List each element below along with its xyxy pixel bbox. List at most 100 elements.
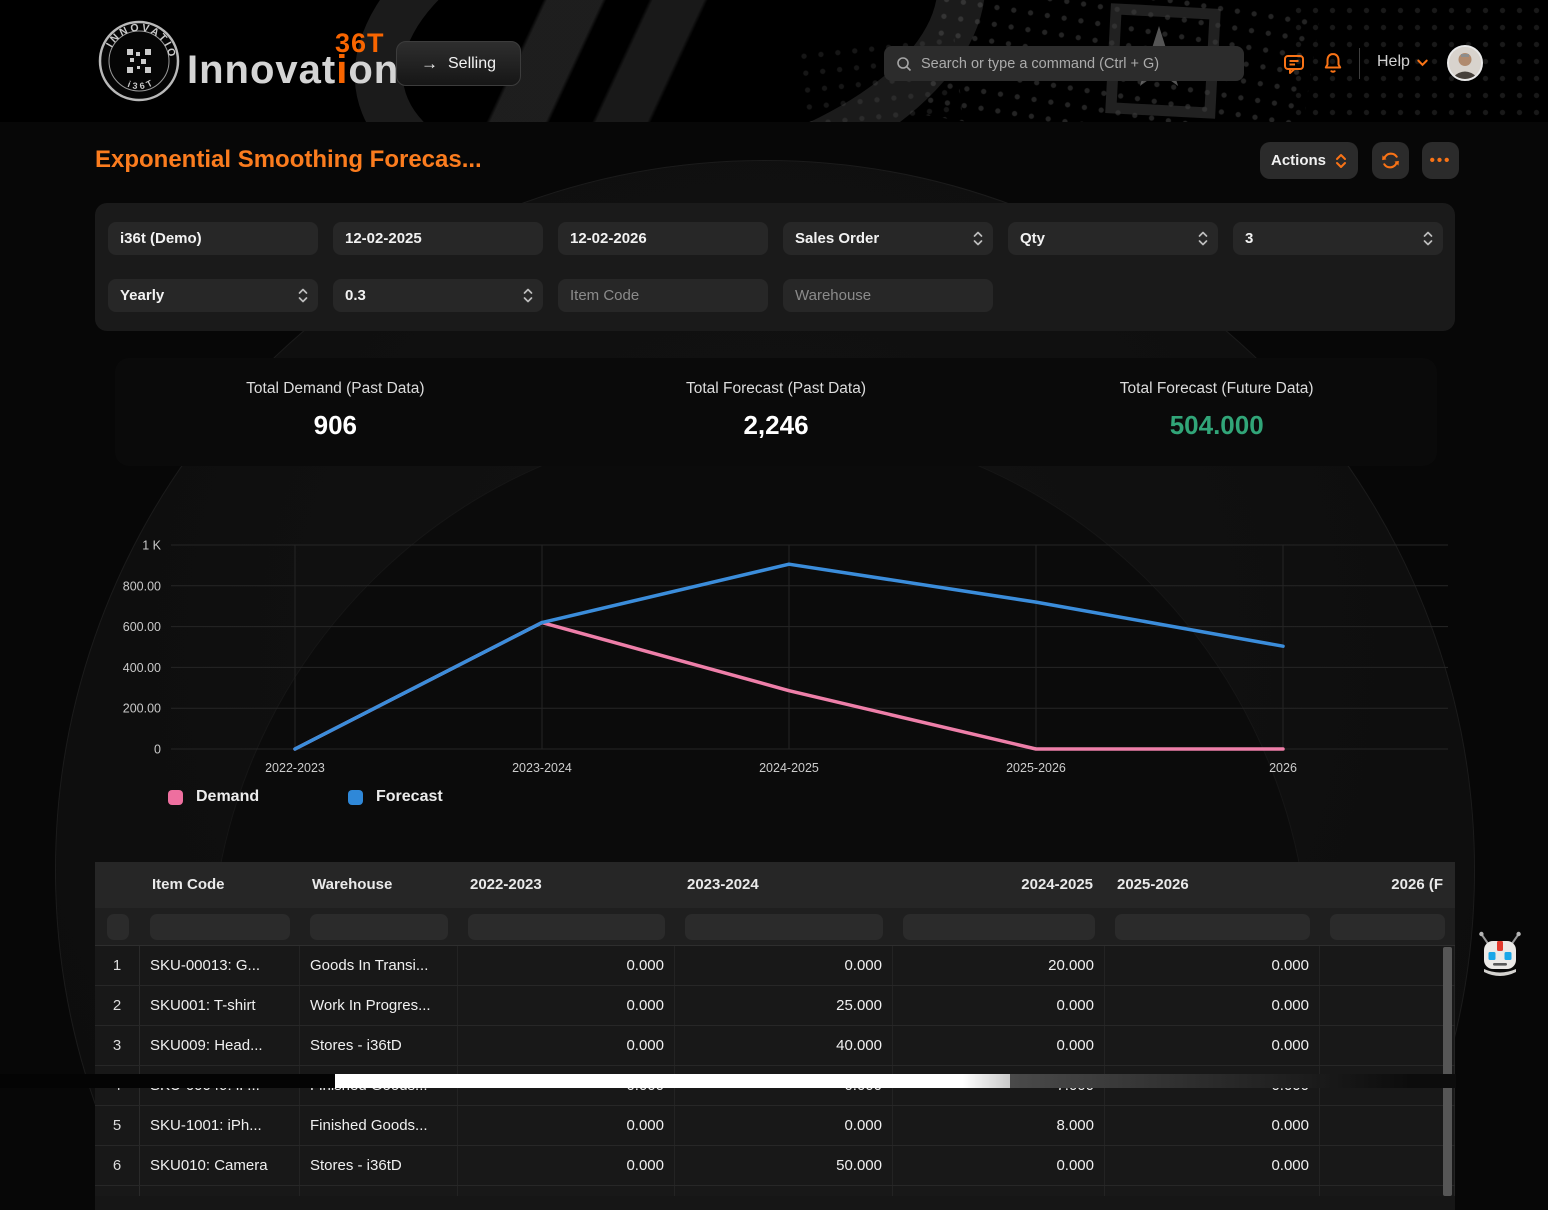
column-filter-input[interactable] [1115, 914, 1310, 940]
select-chevrons-icon [1198, 231, 1208, 246]
select-chevrons-icon [523, 288, 533, 303]
user-avatar[interactable] [1447, 45, 1483, 81]
actions-label: Actions [1270, 152, 1326, 169]
row-index[interactable]: 6 [95, 1146, 140, 1185]
value-cell: 0.000 [458, 986, 675, 1025]
column-header-2025-2026[interactable]: 2025-2026 [1117, 876, 1189, 893]
column-filter-input[interactable] [1330, 914, 1445, 940]
row-index[interactable]: 2 [95, 986, 140, 1025]
warehouse-cell[interactable]: Finished Goods... [300, 1106, 458, 1145]
warehouse-cell[interactable]: Work In Progres... [300, 986, 458, 1025]
chatbot-robot-icon[interactable] [1476, 928, 1524, 986]
header-divider [1359, 48, 1360, 79]
select-all-checkbox[interactable] [107, 914, 129, 940]
column-header-warehouse[interactable]: Warehouse [312, 876, 393, 893]
horizontal-scrollbar-track-left [0, 1074, 335, 1088]
warehouse-cell[interactable]: Stores - i36tD [300, 1146, 458, 1185]
legend-item-forecast[interactable]: Forecast [348, 788, 528, 806]
notifications-bell-icon[interactable] [1321, 51, 1345, 75]
item-code-cell[interactable]: SKU007: Televi... [140, 1186, 300, 1196]
value-cell: 0.000 [1105, 1186, 1320, 1196]
to-date-filter-input[interactable]: 12-02-2026 [558, 222, 768, 255]
x-axis-tick-label: 2023-2024 [512, 761, 572, 775]
row-index[interactable]: 5 [95, 1106, 140, 1145]
legend-label: Demand [196, 788, 260, 805]
from-date-filter-input[interactable]: 12-02-2025 [333, 222, 543, 255]
item-code-cell[interactable]: SKU-1001: iPh... [140, 1106, 300, 1145]
warehouse-cell[interactable]: Stores - i36tD [300, 1026, 458, 1065]
value-cell: 50.000 [675, 1146, 893, 1185]
smoothing-constant-select[interactable]: 0.3 [333, 279, 543, 312]
column-header-item-code[interactable]: Item Code [152, 876, 225, 893]
column-filter-input[interactable] [685, 914, 883, 940]
warehouse-placeholder: Warehouse [795, 287, 872, 304]
frequency-select[interactable]: Yearly [108, 279, 318, 312]
actions-button[interactable]: Actions [1260, 142, 1358, 179]
item-code-cell[interactable]: SKU-00013: G... [140, 946, 300, 985]
ellipsis-icon: ••• [1429, 152, 1452, 169]
y-axis-tick-label: 200.00 [123, 702, 161, 716]
filter-cell [675, 908, 893, 945]
selling-nav-button[interactable]: → Selling [396, 41, 522, 86]
row-index[interactable]: 1 [95, 946, 140, 985]
series-line-forecast [293, 562, 1285, 751]
value-cell: 0.000 [893, 986, 1105, 1025]
column-header-2023-2024[interactable]: 2023-2024 [687, 876, 759, 893]
brand-wordmark[interactable]: Innovation 36T [187, 28, 399, 93]
refresh-button[interactable] [1372, 142, 1409, 179]
item-code-cell[interactable]: SKU001: T-shirt [140, 986, 300, 1025]
column-filter-input[interactable] [903, 914, 1095, 940]
more-options-button[interactable]: ••• [1422, 142, 1459, 179]
value-cell: 0.000 [1105, 946, 1320, 985]
value-cell [1320, 1146, 1455, 1185]
value-cell: 0.000 [458, 1186, 675, 1196]
company-filter-input[interactable]: i36t (Demo) [108, 222, 318, 255]
filter-cell [1320, 908, 1455, 945]
top-navbar: INNOVATION i36T Innovation 36T → Selling [0, 0, 1548, 122]
value-cell [1320, 1186, 1455, 1196]
filter-cell [1105, 908, 1320, 945]
warehouse-cell[interactable]: Stores - i36tD [300, 1186, 458, 1196]
legend-label: Forecast [376, 788, 443, 805]
brand-accent-i: i [336, 48, 349, 92]
item-code-cell[interactable]: SKU009: Head... [140, 1026, 300, 1065]
warehouse-filter-input[interactable]: Warehouse [783, 279, 993, 312]
row-index[interactable]: 7 [95, 1186, 140, 1196]
y-axis-tick-label: 400.00 [123, 661, 161, 675]
column-filter-input[interactable] [310, 914, 448, 940]
page-title: Exponential Smoothing Forecas... [95, 146, 482, 173]
table-vertical-scrollbar[interactable] [1443, 947, 1452, 1196]
based-on-select[interactable]: Sales Order [783, 222, 993, 255]
global-search-input[interactable]: Search or type a command (Ctrl + G) [884, 46, 1244, 81]
legend-item-demand[interactable]: Demand [168, 788, 348, 806]
y-axis-tick-label: 1 K [142, 539, 161, 553]
column-filter-input[interactable] [150, 914, 290, 940]
filter-cell [893, 908, 1105, 945]
filters-panel: i36t (Demo) 12-02-2025 12-02-2026 Sales … [95, 203, 1455, 331]
help-menu[interactable]: Help [1377, 53, 1429, 71]
horizontal-scrollbar [0, 1074, 1548, 1088]
totals-summary-card: Total Demand (Past Data) 906 Total Forec… [115, 358, 1437, 466]
value-cell [1320, 986, 1455, 1025]
item-code-cell[interactable]: SKU010: Camera [140, 1146, 300, 1185]
stat-label: Total Demand (Past Data) [246, 380, 425, 397]
field-select[interactable]: Qty [1008, 222, 1218, 255]
horizontal-scrollbar-thumb[interactable] [335, 1074, 1010, 1088]
row-index[interactable]: 3 [95, 1026, 140, 1065]
periods-value: 3 [1245, 230, 1254, 247]
stat-value: 2,246 [743, 410, 809, 440]
brand-sup-36t: 36T [335, 28, 385, 58]
column-filter-input[interactable] [468, 914, 665, 940]
periods-select[interactable]: 3 [1233, 222, 1443, 255]
warehouse-cell[interactable]: Goods In Transi... [300, 946, 458, 985]
chat-icon[interactable] [1282, 52, 1306, 76]
chevron-down-icon [1417, 59, 1428, 66]
column-header-2024-2025[interactable]: 2024-2025 [1021, 876, 1093, 893]
item-code-filter-input[interactable]: Item Code [558, 279, 768, 312]
svg-text:i36T: i36T [126, 77, 156, 91]
brand-seal-logo[interactable]: INNOVATION i36T [97, 19, 181, 103]
column-header-2022-2023[interactable]: 2022-2023 [470, 876, 542, 893]
table-filter-row [95, 908, 1455, 946]
stat-total-forecast-past: Total Forecast (Past Data) 2,246 [556, 358, 997, 466]
column-header-2026-f[interactable]: 2026 (F [1391, 876, 1443, 893]
